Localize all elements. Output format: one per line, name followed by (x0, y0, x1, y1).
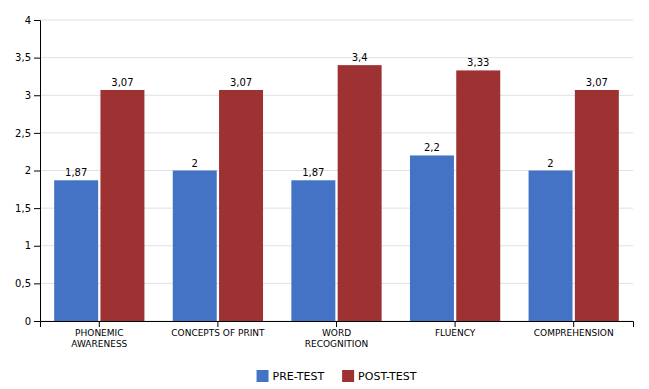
bar (529, 171, 573, 322)
x-tick-mark (336, 321, 337, 327)
x-tick-label-line: FLUENCY (435, 328, 476, 338)
y-tick-mark (34, 58, 40, 59)
grid (40, 20, 633, 321)
bar (219, 90, 263, 321)
legend-label: POST-TEST (358, 370, 417, 383)
x-tick-label: COMPREHENSION (534, 328, 614, 338)
data-label: 3,33 (467, 57, 489, 68)
bar (54, 180, 98, 321)
x-tick: COMPREHENSION (534, 321, 614, 338)
x-tick-label-line: COMPREHENSION (534, 328, 614, 338)
x-tick: PHONEMICAWARENESS (71, 321, 127, 349)
y-tick: 1,5 (15, 203, 40, 214)
y-tick-mark (34, 171, 40, 172)
y-tick-mark (34, 133, 40, 134)
x-tick-label-line: CONCEPTS OF PRINT (171, 328, 265, 338)
bar (338, 65, 382, 321)
legend-swatch (257, 370, 269, 382)
data-label: 2 (547, 158, 553, 169)
y-tick: 2,5 (15, 128, 40, 139)
data-labels: 1,87 2 1,87 2,2 2 3,07 3,07 3,4 3,33 3,07 (65, 52, 608, 178)
y-tick: 4 (25, 15, 40, 26)
data-label: 1,87 (302, 167, 324, 178)
bar-series (100, 65, 618, 321)
plot: 0 0,5 1 1,5 2 2,5 3 3,5 4 PHONEMICAWARENESS CONCEP… (15, 15, 633, 349)
x-tick-mark (99, 321, 100, 327)
x-tick-label: FLUENCY (435, 328, 476, 338)
x-tick: FLUENCY (435, 321, 476, 338)
legend-label: PRE-TEST (273, 370, 325, 383)
bar (173, 171, 217, 322)
bar (575, 90, 619, 321)
bars (54, 65, 619, 321)
y-tick-mark (34, 246, 40, 247)
y-tick: 0,5 (15, 278, 40, 289)
y-tick-label: 4 (25, 15, 31, 26)
bar (410, 155, 454, 321)
y-tick-label: 0,5 (15, 278, 31, 289)
legend-item: PRE-TEST (257, 370, 325, 383)
data-label: 3,07 (230, 77, 252, 88)
data-label: 3,07 (111, 77, 133, 88)
y-axis-line (34, 21, 41, 322)
x-tick-label-line: RECOGNITION (305, 339, 369, 349)
legend-item: POST-TEST (342, 370, 417, 383)
y-tick-label: 0 (25, 316, 31, 327)
x-tick-mark (217, 321, 218, 327)
x-tick-label-line: PHONEMIC (75, 328, 123, 338)
y-tick: 3 (25, 90, 40, 101)
chart: 0 0,5 1 1,5 2 2,5 3 3,5 4 PHONEMICAWARENESS CONCEP… (0, 0, 649, 389)
y-tick: 0 (25, 316, 40, 327)
bar (456, 70, 500, 321)
data-label: 2 (192, 158, 198, 169)
data-label: 1,87 (65, 167, 87, 178)
grid-line (40, 20, 633, 21)
y-tick-mark (34, 283, 40, 284)
data-label: 3,07 (586, 77, 608, 88)
data-label: 3,4 (352, 52, 368, 63)
y-tick-label: 1 (25, 240, 31, 251)
y-tick-label: 3 (25, 90, 31, 101)
x-axis: PHONEMICAWARENESS CONCEPTS OF PRINT WORDRE… (41, 321, 634, 349)
y-tick-mark (34, 208, 40, 209)
y-tick-label: 2,5 (15, 128, 31, 139)
x-tick: CONCEPTS OF PRINT (171, 321, 265, 338)
legend-swatch (342, 370, 354, 382)
y-tick-label: 2 (25, 165, 31, 176)
y-tick: 3,5 (15, 52, 40, 63)
data-label: 2,2 (424, 142, 440, 153)
grid-line (40, 57, 633, 58)
x-tick-mark (455, 321, 456, 327)
x-tick-label: CONCEPTS OF PRINT (171, 328, 265, 338)
y-tick: 2 (25, 165, 40, 176)
x-tick-label: PHONEMICAWARENESS (71, 328, 127, 348)
y-tick-mark (34, 95, 40, 96)
x-tick-label-line: AWARENESS (71, 339, 127, 349)
y-axis: 0 0,5 1 1,5 2 2,5 3 3,5 4 (15, 15, 40, 327)
y-tick-label: 3,5 (15, 52, 31, 63)
x-tick-label-line: WORD (322, 328, 351, 338)
y-tick-mark (34, 321, 40, 322)
x-tick: WORDRECOGNITION (305, 321, 369, 349)
legend: PRE-TEST POST-TEST (257, 370, 417, 383)
y-tick-mark (34, 20, 40, 21)
y-tick: 1 (25, 240, 40, 251)
bar (100, 90, 144, 321)
x-tick-mark (573, 321, 574, 327)
x-axis-line (41, 322, 634, 328)
bar (291, 180, 335, 321)
y-tick-label: 1,5 (15, 203, 31, 214)
x-tick-label: WORDRECOGNITION (305, 328, 369, 348)
